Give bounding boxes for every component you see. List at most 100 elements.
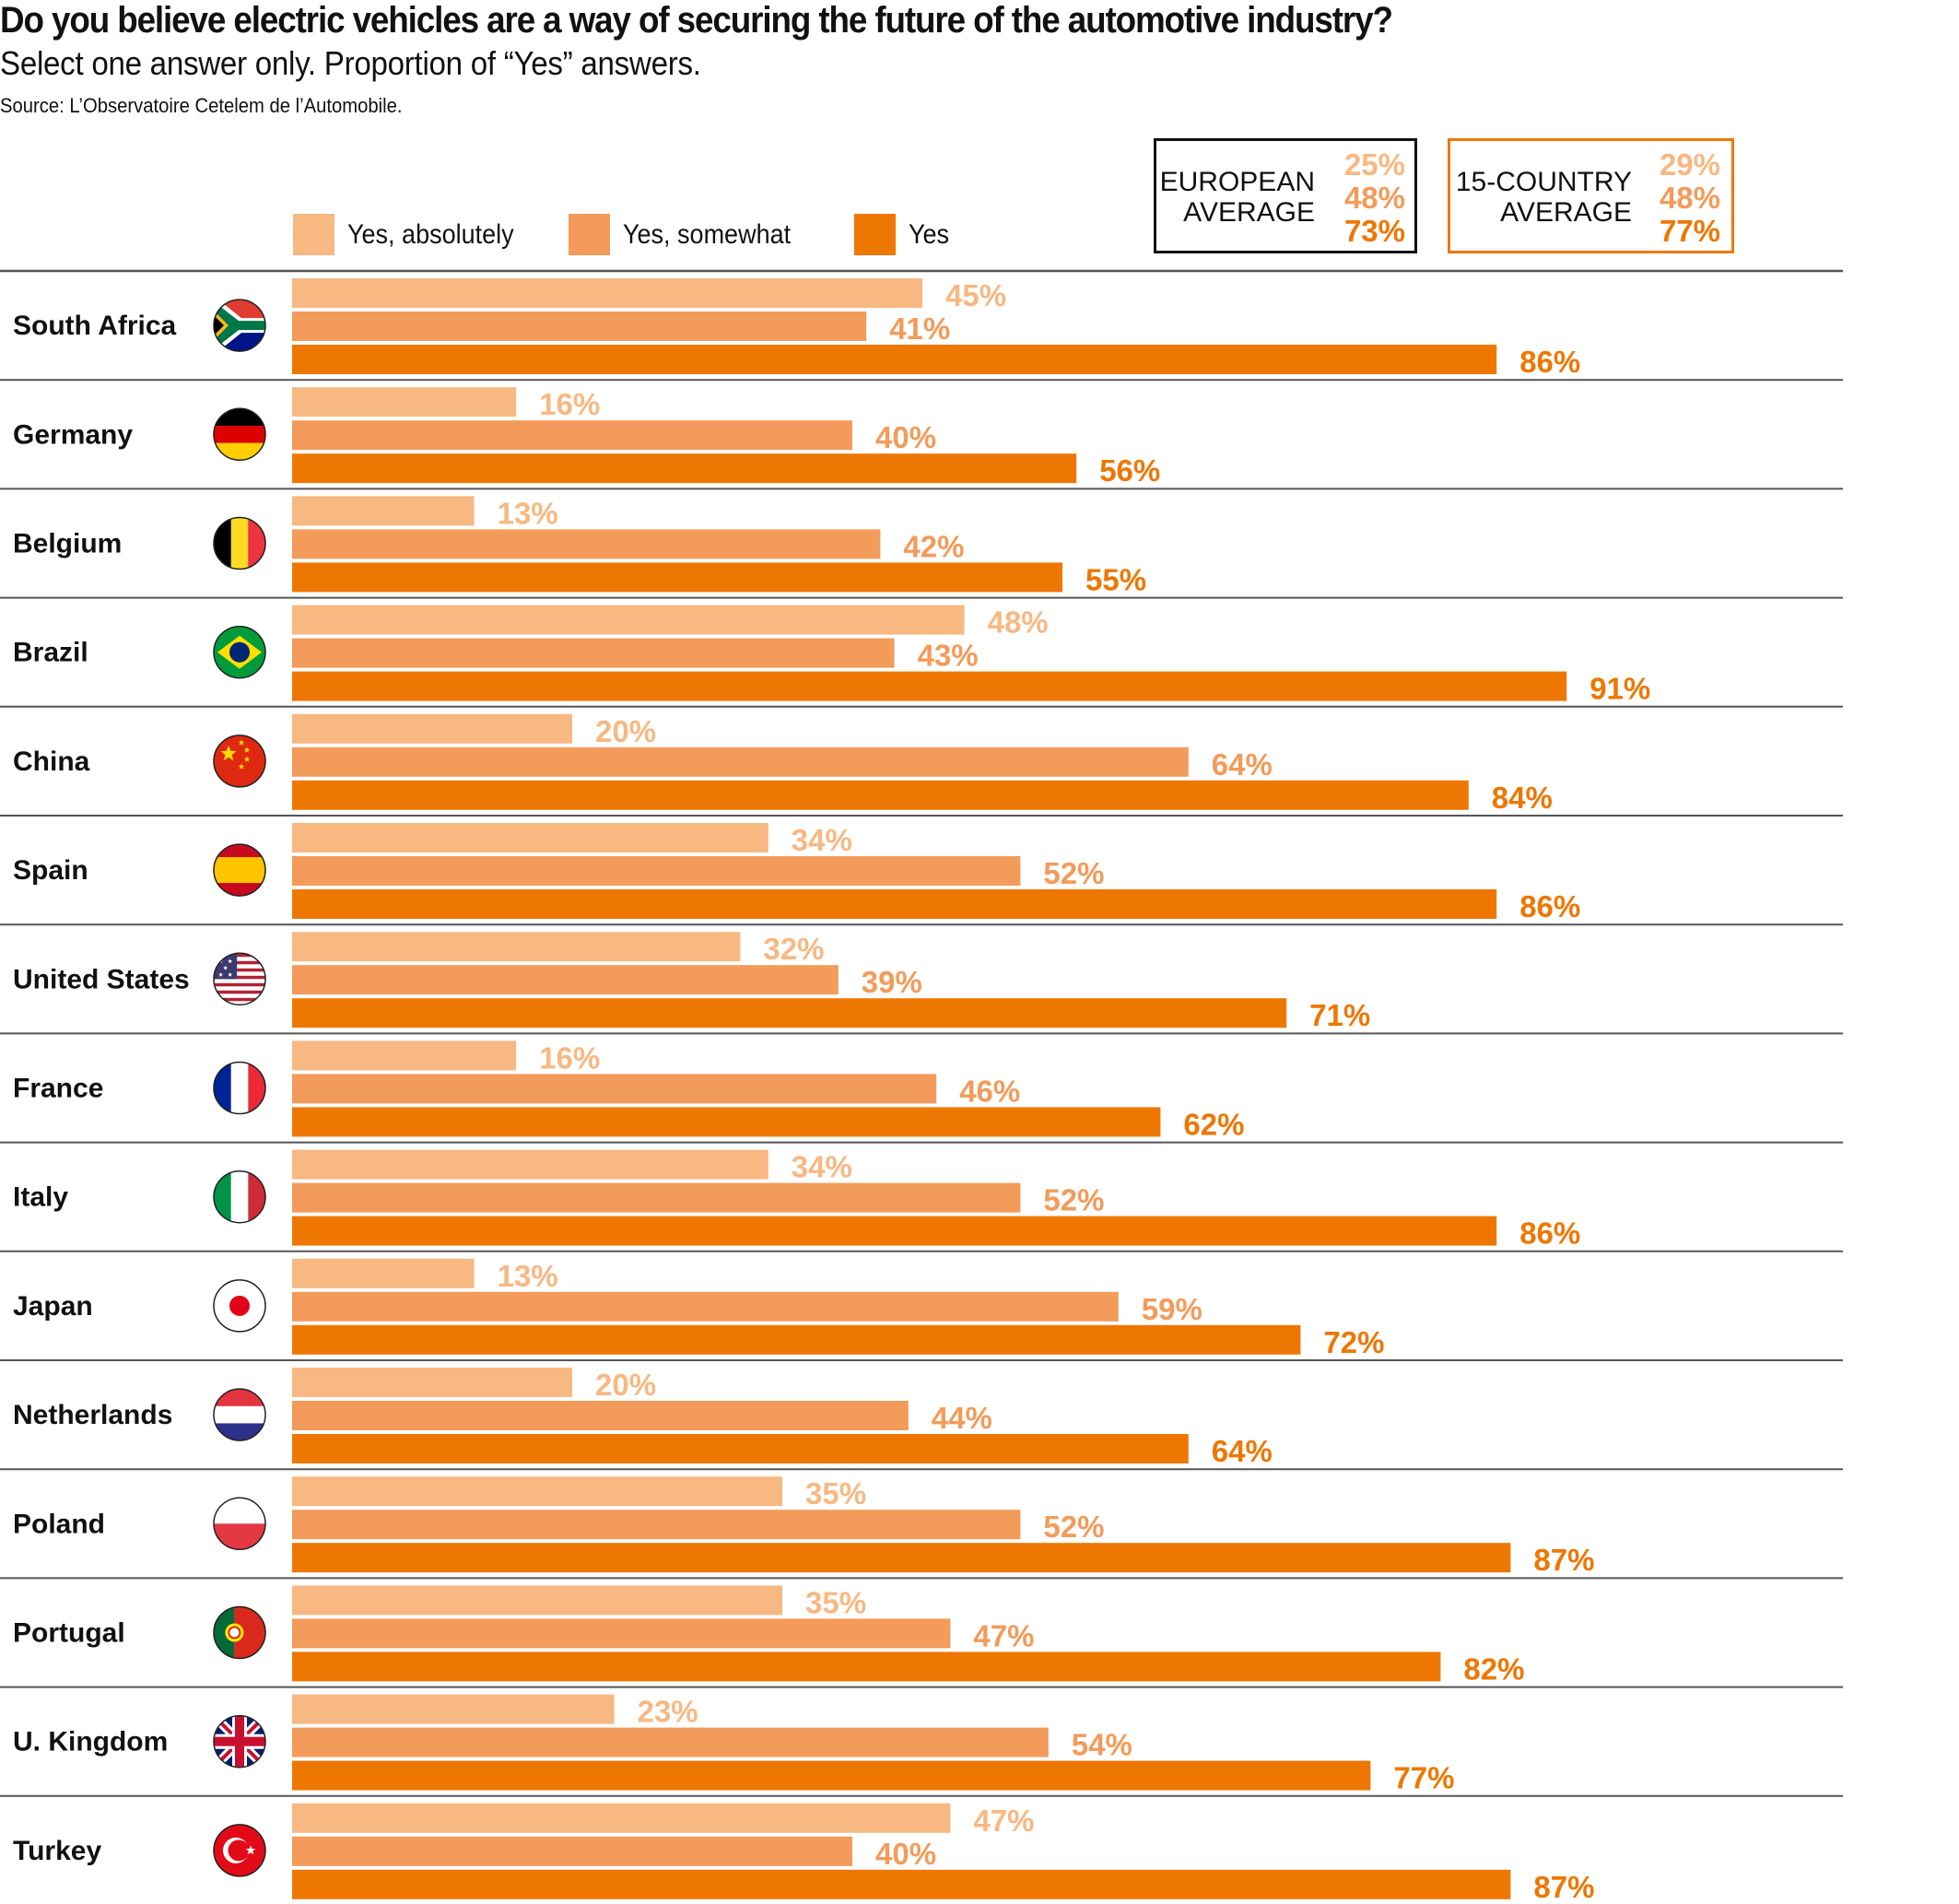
bar-yes-somewhat bbox=[292, 529, 881, 559]
bar-yes bbox=[292, 671, 1567, 701]
bar-value-label: 35% bbox=[805, 1476, 866, 1510]
bar-value-label: 71% bbox=[1309, 998, 1370, 1032]
spain-flag-icon bbox=[213, 843, 266, 897]
bar-yes bbox=[292, 1543, 1511, 1573]
bar-yes-absolutely bbox=[292, 1694, 615, 1724]
european-average-box: EUROPEAN AVERAGE 25% 48% 73% bbox=[1154, 138, 1417, 253]
bar-yes bbox=[292, 345, 1497, 374]
bar-yes bbox=[292, 562, 1062, 593]
bar-value-label: 56% bbox=[1099, 453, 1160, 488]
country-row-portugal: Portugal 35% 47% 82% bbox=[13, 1585, 1524, 1686]
bar-yes bbox=[292, 1216, 1497, 1246]
bar-value-label: 39% bbox=[862, 965, 922, 999]
bar-yes-somewhat bbox=[292, 746, 1189, 777]
country-row-belgium: Belgium 13% 42% 55% bbox=[13, 496, 1146, 596]
bar-value-label: 86% bbox=[1519, 889, 1580, 923]
country-row-south-africa: South Africa 45%41% 86% bbox=[13, 278, 1580, 379]
bar-value-label: 82% bbox=[1463, 1651, 1524, 1686]
bar-yes bbox=[292, 1760, 1371, 1791]
fifteen-country-average-box: 15-COUNTRY AVERAGE 29% 48% 77% bbox=[1448, 138, 1734, 253]
bar-yes-absolutely bbox=[292, 496, 475, 526]
bar-value-label: 40% bbox=[875, 1837, 936, 1871]
bar-value-label: 52% bbox=[1043, 1510, 1104, 1544]
country-label: Spain bbox=[13, 855, 88, 886]
bar-value-label: 45% bbox=[945, 278, 1006, 312]
country-label: South Africa bbox=[13, 311, 177, 341]
bar-yes-absolutely bbox=[292, 713, 572, 744]
bar-value-label: 62% bbox=[1183, 1107, 1244, 1141]
bar-value-label: 32% bbox=[763, 932, 824, 966]
bar-yes-absolutely bbox=[292, 1149, 768, 1180]
poland-flag-icon bbox=[213, 1497, 266, 1551]
bar-yes bbox=[292, 1324, 1301, 1355]
bar-yes bbox=[292, 1434, 1189, 1463]
bar-value-label: 55% bbox=[1085, 562, 1146, 596]
country-row-brazil: Brazil 48% 43% 91% bbox=[13, 605, 1650, 706]
legend-label: Yes, somewhat bbox=[623, 218, 792, 250]
country-row-france: France 16% 46% 62% bbox=[13, 1040, 1244, 1141]
bar-yes-somewhat bbox=[292, 1291, 1119, 1322]
legend-swatch-yes-somewhat bbox=[569, 214, 610, 255]
bar-value-label: 13% bbox=[498, 1259, 558, 1293]
bar-yes-somewhat bbox=[292, 1182, 1021, 1213]
bar-yes-somewhat bbox=[292, 1074, 937, 1104]
country-row-poland: Poland 35% 52% 87% bbox=[13, 1476, 1594, 1577]
bar-value-label: 52% bbox=[1043, 1183, 1104, 1217]
bar-yes bbox=[292, 889, 1497, 919]
average-value-yes-somewhat: 48% bbox=[1659, 181, 1720, 215]
bar-yes-absolutely bbox=[292, 605, 965, 635]
country-label: Netherlands bbox=[13, 1400, 172, 1430]
bar-yes-absolutely bbox=[292, 1258, 475, 1288]
average-value-yes-absolutely: 29% bbox=[1659, 147, 1720, 182]
chart-subtitle: Select one answer only. Proportion of “Y… bbox=[0, 44, 701, 82]
bar-value-label: 23% bbox=[638, 1695, 698, 1729]
country-label: Italy bbox=[13, 1182, 68, 1213]
average-value-yes: 77% bbox=[1659, 214, 1720, 248]
bar-value-label: 64% bbox=[1212, 1434, 1273, 1468]
united-kingdom-flag-icon bbox=[213, 1714, 266, 1769]
bar-yes bbox=[292, 1107, 1161, 1137]
bar-value-label: 59% bbox=[1142, 1292, 1202, 1326]
bar-yes-absolutely bbox=[292, 1368, 572, 1397]
bar-yes-somewhat bbox=[292, 1836, 852, 1866]
country-label: U. Kingdom bbox=[13, 1727, 168, 1757]
country-label: Brazil bbox=[13, 638, 88, 668]
france-flag-icon bbox=[213, 1061, 266, 1115]
bar-yes-somewhat bbox=[292, 1510, 1021, 1540]
bar-value-label: 34% bbox=[792, 823, 852, 857]
legend-label: Yes bbox=[909, 218, 950, 250]
bar-value-label: 44% bbox=[932, 1401, 992, 1435]
european-average-values: 25% 48% 73% bbox=[1344, 148, 1405, 248]
country-label: Turkey bbox=[13, 1836, 101, 1866]
bar-yes-somewhat bbox=[292, 856, 1021, 886]
bar-yes bbox=[292, 998, 1287, 1028]
bar-value-label: 16% bbox=[539, 387, 600, 421]
brazil-flag-icon bbox=[213, 625, 266, 679]
bar-value-label: 64% bbox=[1212, 747, 1273, 782]
bar-value-label: 35% bbox=[805, 1585, 866, 1619]
country-label: Poland bbox=[13, 1509, 105, 1539]
country-label: Portugal bbox=[13, 1618, 125, 1649]
bar-value-label: 34% bbox=[792, 1150, 852, 1184]
bar-value-label: 43% bbox=[918, 639, 979, 673]
country-label: Germany bbox=[13, 419, 133, 450]
bar-yes-absolutely bbox=[292, 278, 922, 308]
chart-title: Do you believe electric vehicles are a w… bbox=[0, 0, 1393, 41]
country-row-turkey: Turkey 47% 40% 87% bbox=[13, 1803, 1594, 1904]
legend-item-yes-absolutely: Yes, absolutely bbox=[293, 214, 533, 255]
turkey-flag-icon bbox=[213, 1824, 266, 1877]
bar-yes-absolutely bbox=[292, 823, 768, 852]
bar-yes bbox=[292, 1651, 1441, 1682]
average-value-yes-absolutely: 25% bbox=[1343, 147, 1405, 182]
country-row-united-states: United States 32% 39% 71% bbox=[13, 932, 1370, 1032]
netherlands-flag-icon bbox=[213, 1388, 266, 1441]
bar-value-label: 72% bbox=[1323, 1325, 1384, 1359]
bar-yes-absolutely bbox=[292, 1040, 517, 1071]
legend-item-yes-somewhat: Yes, somewhat bbox=[569, 214, 809, 255]
germany-flag-icon bbox=[213, 407, 266, 462]
united-states-flag-icon bbox=[213, 952, 266, 1006]
portugal-flag-icon bbox=[213, 1605, 266, 1660]
bar-yes-absolutely bbox=[292, 1803, 951, 1833]
country-row-japan: Japan 13% 59% 72% bbox=[13, 1258, 1384, 1359]
bar-value-label: 46% bbox=[959, 1074, 1020, 1108]
